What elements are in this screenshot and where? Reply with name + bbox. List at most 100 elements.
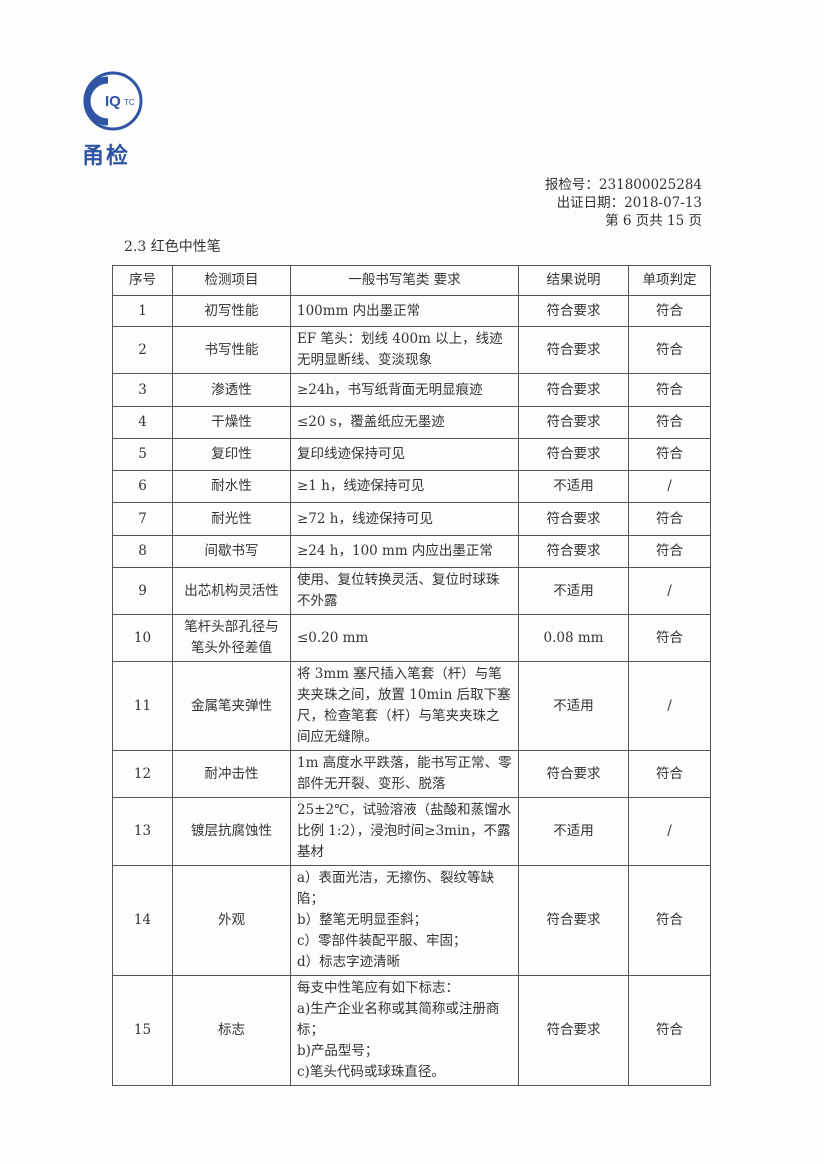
verdict: 符合 bbox=[628, 502, 711, 536]
table-row: 1 初写性能 100mm 内出墨正常 符合要求 符合 bbox=[112, 295, 711, 327]
test-item: 间歇书写 bbox=[172, 535, 291, 568]
row-number: 12 bbox=[112, 750, 173, 798]
svg-text:TC: TC bbox=[124, 98, 135, 107]
logo-name: 甬检 bbox=[82, 144, 131, 169]
row-number: 14 bbox=[112, 865, 173, 976]
verdict: 符合 bbox=[628, 295, 711, 327]
requirement: ≤0.20 mm bbox=[290, 614, 519, 662]
header-no: 序号 bbox=[112, 265, 173, 296]
verdict: 符合 bbox=[628, 406, 711, 439]
test-item: 复印性 bbox=[172, 438, 291, 471]
test-item: 耐冲击性 bbox=[172, 750, 291, 798]
row-number: 9 bbox=[112, 567, 173, 615]
requirement: ≥1 h，线迹保持可见 bbox=[290, 470, 519, 503]
row-number: 2 bbox=[112, 326, 173, 374]
test-item: 渗透性 bbox=[172, 373, 291, 407]
table-row: 7 耐光性 ≥72 h，线迹保持可见 符合要求 符合 bbox=[112, 502, 711, 536]
result: 符合要求 bbox=[518, 750, 629, 798]
row-number: 8 bbox=[112, 535, 173, 568]
table-row: 14 外观 a）表面光洁，无擦伤、裂纹等缺陷； b）整笔无明显歪斜； c）零部件装配… bbox=[112, 865, 711, 976]
table-row: 2 书写性能 EF 笔头：划线 400m 以上，线迹无明显断线、变淡现象 符合要求 符合 bbox=[112, 326, 711, 374]
test-item: 外观 bbox=[172, 865, 291, 976]
result: 符合要求 bbox=[518, 438, 629, 471]
logo-badge-icon: IQ TC bbox=[83, 71, 143, 131]
result: 0.08 mm bbox=[518, 614, 629, 662]
table-header-row: 序号 检测项目 一般书写笔类 要求 结果说明 单项判定 bbox=[112, 265, 711, 296]
result: 不适用 bbox=[518, 661, 629, 751]
verdict: 符合 bbox=[628, 750, 711, 798]
result: 不适用 bbox=[518, 797, 629, 866]
header-requirement: 一般书写笔类 要求 bbox=[290, 265, 519, 296]
verdict: / bbox=[628, 567, 711, 615]
header-item: 检测项目 bbox=[172, 265, 291, 296]
result: 符合要求 bbox=[518, 535, 629, 568]
table-row: 11 金属笔夹弹性将 3mm 塞尺插入笔套（杆）与笔夹夹珠之间，放置 10min … bbox=[112, 661, 711, 751]
table-row: 3 渗透性 ≥24h，书写纸背面无明显痕迹 符合要求 符合 bbox=[112, 373, 711, 407]
result: 符合要求 bbox=[518, 975, 629, 1086]
requirement: ≥24h，书写纸背面无明显痕迹 bbox=[290, 373, 519, 407]
row-number: 1 bbox=[112, 295, 173, 327]
section-title: 2.3 红色中性笔 bbox=[124, 239, 221, 255]
table-row: 5 复印性 复印线迹保持可见 符合要求 符合 bbox=[112, 438, 711, 471]
verdict: / bbox=[628, 661, 711, 751]
verdict: 符合 bbox=[628, 535, 711, 568]
verdict: 符合 bbox=[628, 614, 711, 662]
result: 不适用 bbox=[518, 470, 629, 503]
verdict: / bbox=[628, 797, 711, 866]
page-number: 第 6 页共 15 页 bbox=[605, 213, 702, 229]
row-number: 6 bbox=[112, 470, 173, 503]
verdict: 符合 bbox=[628, 865, 711, 976]
table-row: 13 镀层抗腐蚀性 25±2℃，试验溶液（盐酸和蒸馏水比例 1:2），浸泡时间≥3m… bbox=[112, 797, 711, 866]
header-result: 结果说明 bbox=[518, 265, 629, 296]
table-row: 15 标志 每支中性笔应有如下标志： a)生产企业名称或其简称或注册商标； b)产品… bbox=[112, 975, 711, 1086]
row-number: 3 bbox=[112, 373, 173, 407]
requirement: 使用、复位转换灵活、复位时球珠不外露 bbox=[290, 567, 519, 615]
verdict: 符合 bbox=[628, 975, 711, 1086]
table-row: 10 笔杆头部孔径与 笔头外径差值 ≤0.20 mm 0.08 mm 符合 bbox=[112, 614, 711, 662]
verdict: 符合 bbox=[628, 326, 711, 374]
requirement: a）表面光洁，无擦伤、裂纹等缺陷； b）整笔无明显歪斜； c）零部件装配平服、牢… bbox=[290, 865, 519, 976]
requirement: 复印线迹保持可见 bbox=[290, 438, 519, 471]
requirement: ≤20 s，覆盖纸应无墨迹 bbox=[290, 406, 519, 439]
test-results-table: 序号 检测项目 一般书写笔类 要求 结果说明 单项判定 1 初写性能 100mm 内… bbox=[112, 265, 711, 1086]
test-item: 耐光性 bbox=[172, 502, 291, 536]
row-number: 10 bbox=[112, 614, 173, 662]
test-item: 镀层抗腐蚀性 bbox=[172, 797, 291, 866]
row-number: 7 bbox=[112, 502, 173, 536]
requirement: EF 笔头：划线 400m 以上，线迹无明显断线、变淡现象 bbox=[290, 326, 519, 374]
svg-text:IQ: IQ bbox=[105, 93, 121, 110]
result: 符合要求 bbox=[518, 373, 629, 407]
test-item: 初写性能 bbox=[172, 295, 291, 327]
table-row: 4 干燥性 ≤20 s，覆盖纸应无墨迹 符合要求 符合 bbox=[112, 406, 711, 439]
requirement: 每支中性笔应有如下标志： a)生产企业名称或其简称或注册商标； b)产品型号； … bbox=[290, 975, 519, 1086]
requirement: 将 3mm 塞尺插入笔套（杆）与笔夹夹珠之间，放置 10min 后取下塞尺，检查… bbox=[290, 661, 519, 751]
table-row: 9 出芯机构灵活性 使用、复位转换灵活、复位时球珠不外露 不适用 / bbox=[112, 567, 711, 615]
row-number: 11 bbox=[112, 661, 173, 751]
report-number: 报检号：231800025284 bbox=[544, 177, 702, 193]
result: 符合要求 bbox=[518, 865, 629, 976]
report-meta: 报检号：231800025284 出证日期：2018-07-13 第 6 页共 … bbox=[545, 176, 702, 230]
result: 符合要求 bbox=[518, 502, 629, 536]
requirement: 100mm 内出墨正常 bbox=[290, 295, 519, 327]
verdict: 符合 bbox=[628, 373, 711, 407]
test-item: 笔杆头部孔径与 笔头外径差值 bbox=[172, 614, 291, 662]
requirement: ≥72 h，线迹保持可见 bbox=[290, 502, 519, 536]
result: 符合要求 bbox=[518, 295, 629, 327]
result: 符合要求 bbox=[518, 326, 629, 374]
iqtc-logo: IQ TC bbox=[78, 68, 148, 138]
test-item: 金属笔夹弹性 bbox=[172, 661, 291, 751]
requirement: ≥24 h，100 mm 内应出墨正常 bbox=[290, 535, 519, 568]
table-row: 6 耐水性 ≥1 h，线迹保持可见 不适用 / bbox=[112, 470, 711, 503]
table-row: 12 耐冲击性 1m 高度水平跌落，能书写正常、零部件无开裂、变形、脱落 符合要求 符合 bbox=[112, 750, 711, 798]
requirement: 25±2℃，试验溶液（盐酸和蒸馏水比例 1:2），浸泡时间≥3min，不露基材 bbox=[290, 797, 519, 866]
test-item: 出芯机构灵活性 bbox=[172, 567, 291, 615]
verdict: 符合 bbox=[628, 438, 711, 471]
row-number: 4 bbox=[112, 406, 173, 439]
test-item: 书写性能 bbox=[172, 326, 291, 374]
test-item: 干燥性 bbox=[172, 406, 291, 439]
issue-date: 出证日期：2018-07-13 bbox=[556, 195, 702, 211]
row-number: 13 bbox=[112, 797, 173, 866]
verdict: / bbox=[628, 470, 711, 503]
table-row: 8 间歇书写 ≥24 h，100 mm 内应出墨正常 符合要求 符合 bbox=[112, 535, 711, 568]
